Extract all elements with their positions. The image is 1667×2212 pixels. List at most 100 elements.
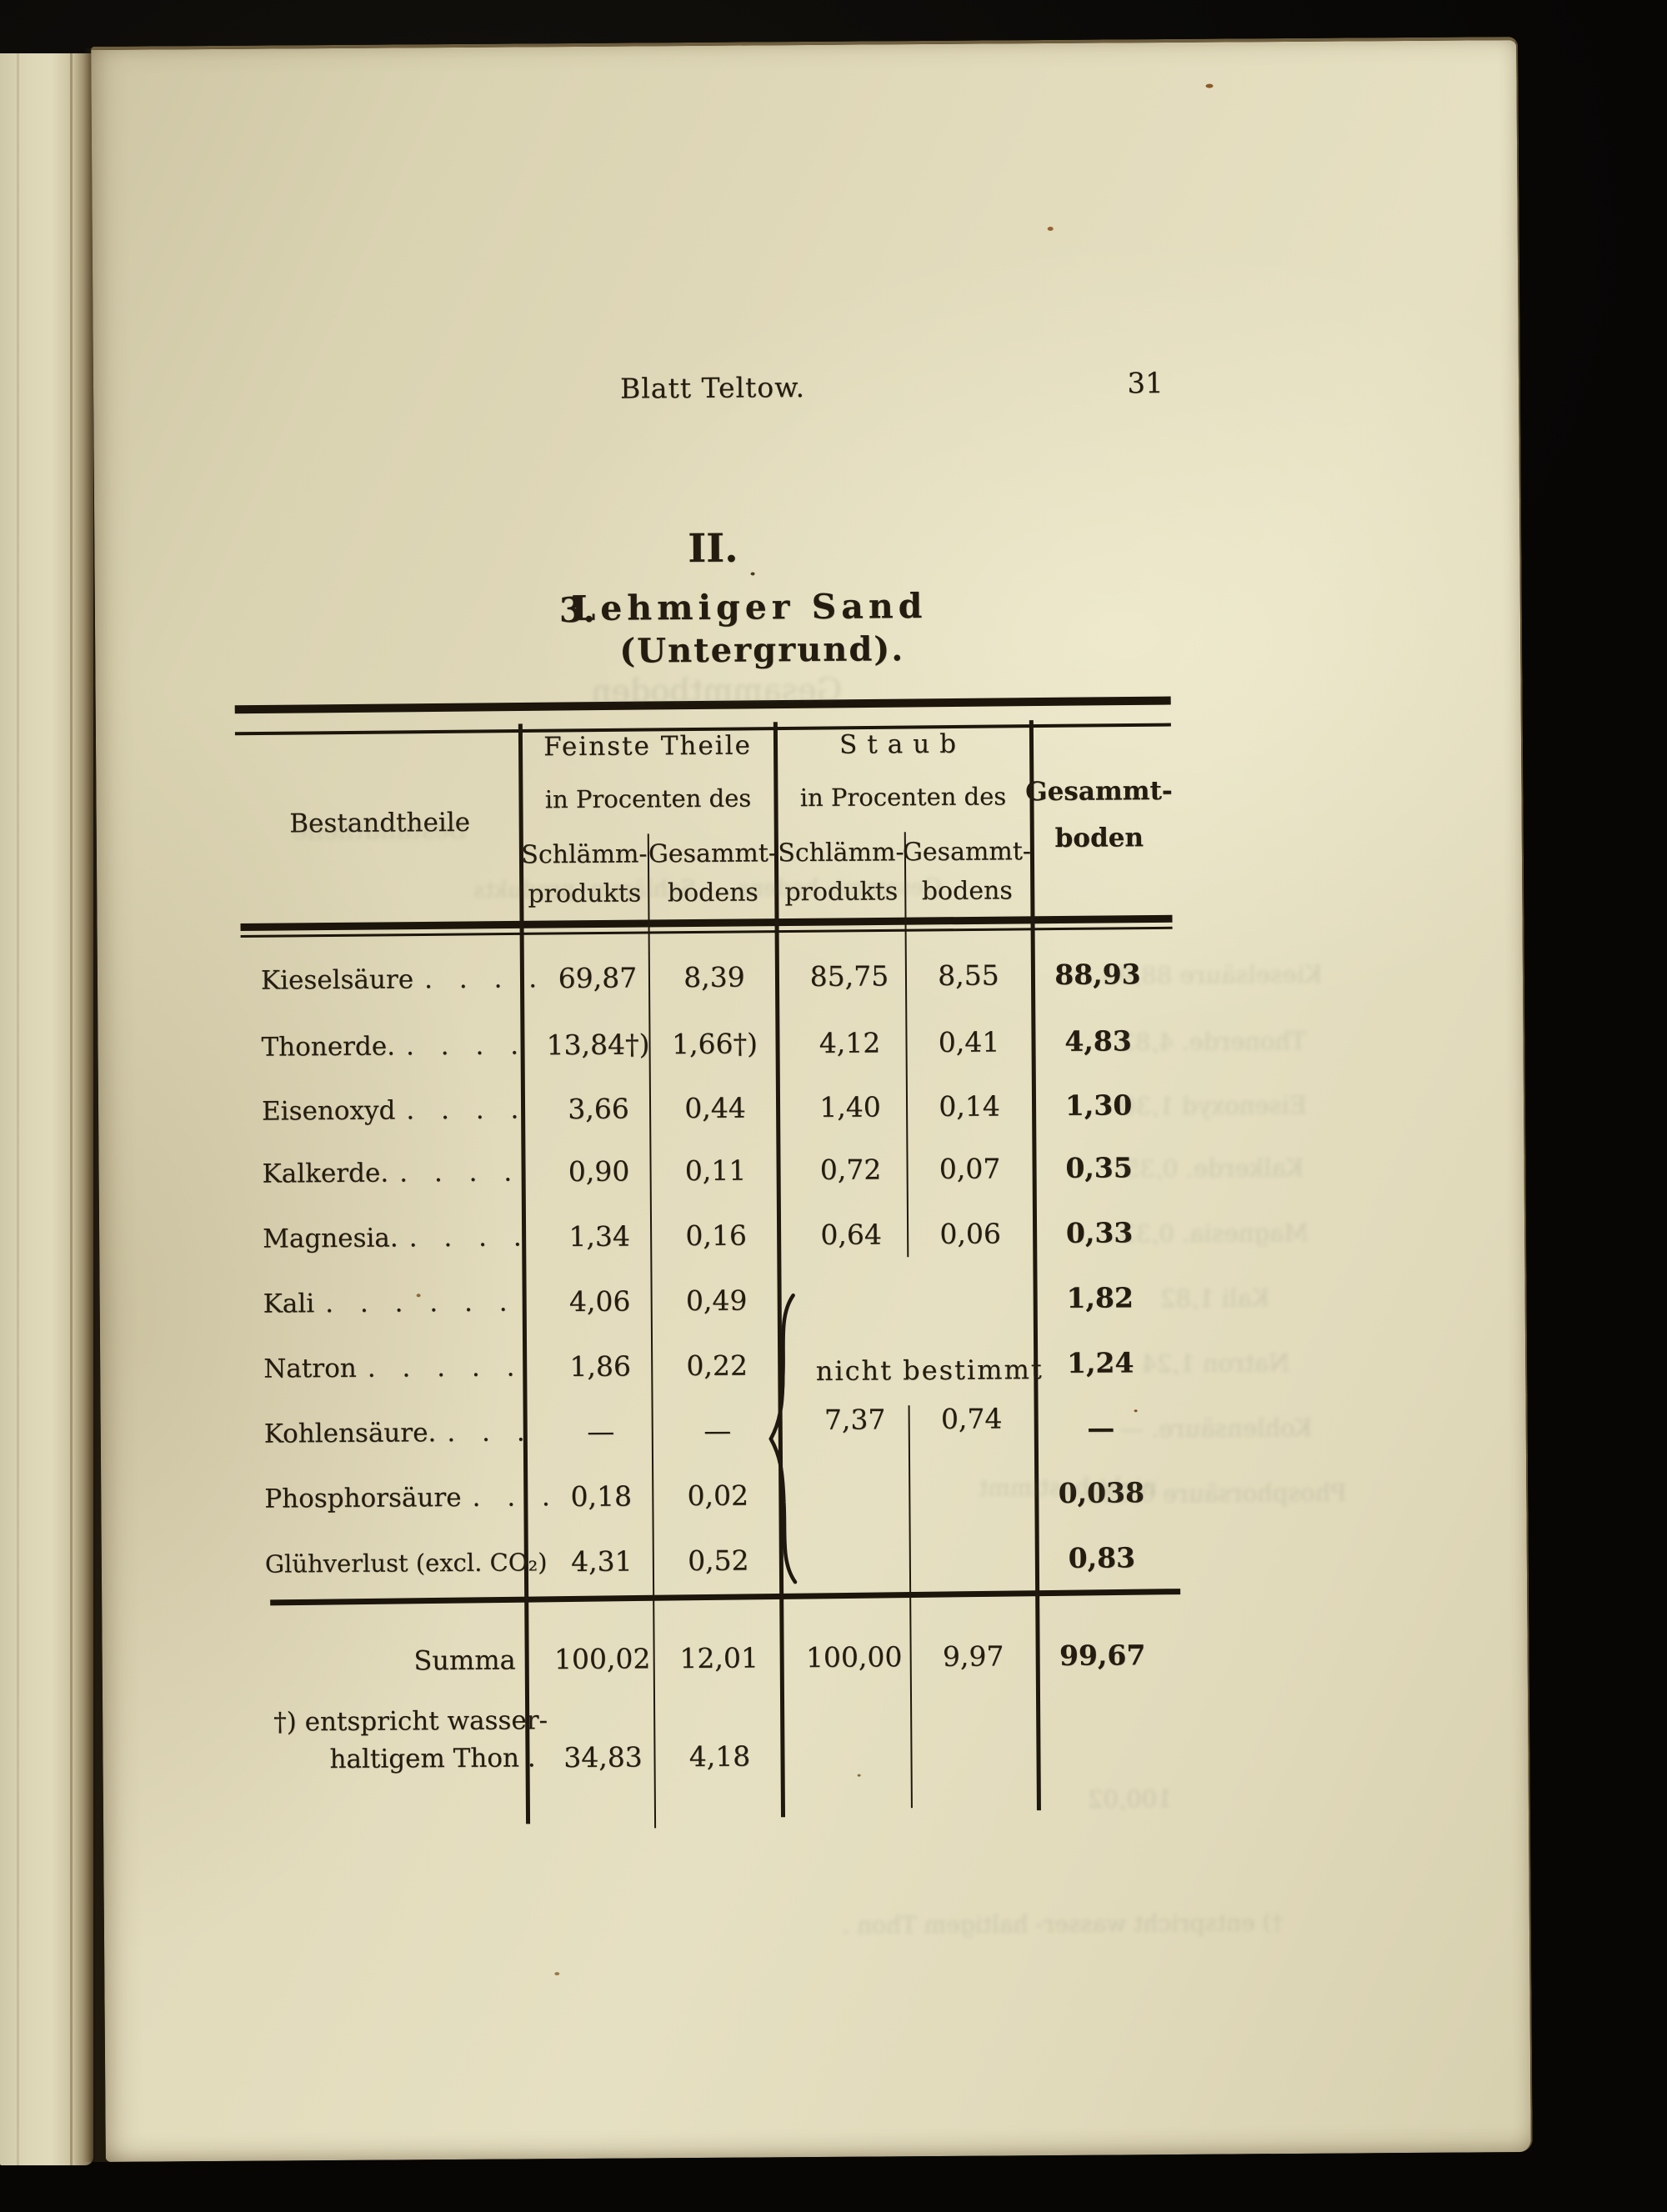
dot-leader: . . . . [399, 1157, 522, 1189]
dot-leader: . . . [447, 1417, 534, 1449]
component-name: Eisenoxyd [261, 1095, 396, 1127]
total-cell: 0,83 [1068, 1541, 1136, 1574]
ghost-text: Kieselsäure 88,93 [1103, 959, 1323, 990]
footnote-cell: 4,18 [688, 1739, 751, 1774]
dot-leader: . . . . [408, 1222, 531, 1254]
page-crease [17, 53, 19, 2165]
ghost-text: Schlämm- produkts [473, 875, 696, 903]
value-cell: 4,12 [818, 1026, 881, 1059]
value-cell: 0,64 [820, 1218, 883, 1251]
row-label: Kieselsäure . . . . [261, 956, 546, 1003]
page-subtitle: (Untergrund). [619, 629, 905, 671]
header-total-col: boden [1054, 823, 1144, 853]
column-divider-thin [908, 1405, 913, 1809]
staub-gesammt-value: 0,74 [940, 1402, 1003, 1435]
footnote-cell: 34,83 [563, 1740, 643, 1774]
dot-leader: . . . . [406, 1094, 528, 1126]
value-cell: 8,39 [683, 960, 745, 994]
component-name: Magnesia. [263, 1223, 398, 1254]
book-page: Blatt Teltow. 31 II. 3. Lehmiger Sand (U… [91, 37, 1533, 2162]
ghost-text: Thonerde. 4,83 [1119, 1026, 1307, 1057]
component-name: Kieselsäure [260, 964, 414, 996]
dot-leader: . . . . [405, 1030, 528, 1062]
value-cell: 0,16 [685, 1219, 748, 1253]
ghost-text: Phosphorsäure 0,038 [1085, 1478, 1348, 1509]
ghost-text: †) entspricht wasser- haltigem Thon . [842, 1909, 1284, 1939]
value-cell: 13,84†) [546, 1028, 650, 1062]
row-label: Kali . . . . . . [263, 1279, 517, 1326]
value-cell: 0,14 [939, 1089, 1000, 1123]
ghost-text: Kali 1,82 [1159, 1284, 1270, 1314]
component-name: Phosphorsäure [264, 1482, 462, 1514]
row-label: Magnesia. . . . . [263, 1214, 531, 1261]
summa-cell: 100,02 [553, 1642, 651, 1676]
summa-cell: 9,97 [942, 1639, 1004, 1673]
header-subcol: Schlämm- [778, 838, 904, 868]
value-cell: 0,90 [568, 1154, 630, 1189]
ghost-text: Kohlensäure. — [1119, 1413, 1313, 1444]
adjacent-page-edge [0, 53, 93, 2165]
value-cell: 1,34 [568, 1219, 631, 1254]
value-cell: 8,55 [938, 958, 999, 992]
value-cell: 4,06 [568, 1284, 631, 1319]
header-subcol: Schlämm- [521, 839, 648, 870]
summa-cell: 12,01 [679, 1641, 759, 1675]
running-head: Blatt Teltow. [619, 371, 806, 405]
staub-note: nicht bestimmt [815, 1354, 1044, 1387]
value-cell: 85,75 [809, 959, 889, 993]
row-label: Kalkerde. . . . . [262, 1149, 521, 1196]
dot-leader: . . . . . [367, 1352, 524, 1384]
curly-brace [768, 1293, 798, 1584]
value-cell: 0,72 [819, 1153, 882, 1186]
component-name: Natron [263, 1353, 357, 1384]
header-group2-title: Staub [839, 728, 967, 760]
page-number: 31 [1127, 367, 1164, 401]
component-name: Kohlensäure. [263, 1418, 437, 1449]
component-name: Kali [263, 1289, 315, 1319]
header-total-col: Gesammt- [1025, 775, 1173, 808]
header-group1-subtitle: in Procenten des [544, 783, 752, 814]
total-cell: 1,82 [1066, 1281, 1134, 1314]
paper-speck [1205, 83, 1214, 88]
value-cell: 1,40 [819, 1090, 881, 1124]
dot-leader: . . . . . . [325, 1287, 517, 1319]
ghost-text: Bestandtheile [292, 815, 468, 847]
component-name: Glühverlust (excl. CO₂) [264, 1548, 548, 1579]
page-title: Lehmiger Sand [571, 586, 928, 628]
row-label: Kohlensäure. . . . [264, 1409, 534, 1456]
summa-rule [270, 1589, 1181, 1606]
summa-total-cell: 99,67 [1059, 1639, 1146, 1672]
value-cell: 0,18 [570, 1479, 633, 1514]
ghost-text: Gesammtboden [591, 671, 843, 710]
row-label: Natron . . . . . [263, 1344, 524, 1391]
value-cell: 0,02 [687, 1479, 749, 1513]
footnote-line2: haltigem Thon . [329, 1743, 536, 1775]
component-name: Kalkerde. [262, 1158, 389, 1189]
value-cell: — [703, 1414, 732, 1447]
value-cell: 0,49 [685, 1284, 748, 1318]
component-name: Thonerde. [261, 1031, 396, 1063]
paper-speck [1047, 226, 1054, 232]
value-cell: 3,66 [568, 1092, 629, 1126]
header-subcol: Gesammt- [648, 838, 778, 869]
value-cell: 0,22 [686, 1349, 748, 1383]
paper-speck [857, 1774, 861, 1777]
value-cell: 0,52 [687, 1544, 749, 1578]
value-cell: 0,07 [939, 1152, 1001, 1185]
row-label: Glühverlust (excl. CO₂) [265, 1539, 548, 1586]
value-cell: — [587, 1414, 615, 1448]
ghost-text: Kalkerde. 0,35 [1124, 1153, 1304, 1184]
value-cell: 0,41 [938, 1025, 1000, 1058]
row-label: Thonerde. . . . . [261, 1023, 528, 1069]
ghost-text: Eisenoxyd 1,30 [1120, 1090, 1308, 1121]
row-label: Phosphorsäure. . . [264, 1474, 559, 1521]
header-subcol: Gesammt- [902, 837, 1032, 868]
ghost-text: Magnesia. 0,33 [1120, 1218, 1309, 1249]
value-cell: 0,06 [939, 1217, 1001, 1250]
ghost-text: Natron 1,24 [1141, 1349, 1290, 1379]
value-cell: 69,87 [558, 961, 638, 995]
ghost-text: 100,02 [1088, 1784, 1173, 1814]
value-cell: 0,11 [684, 1154, 747, 1188]
footnote-line1: †) entspricht wasser- [273, 1705, 548, 1738]
header-group1-title: Feinste Theile [543, 730, 753, 763]
